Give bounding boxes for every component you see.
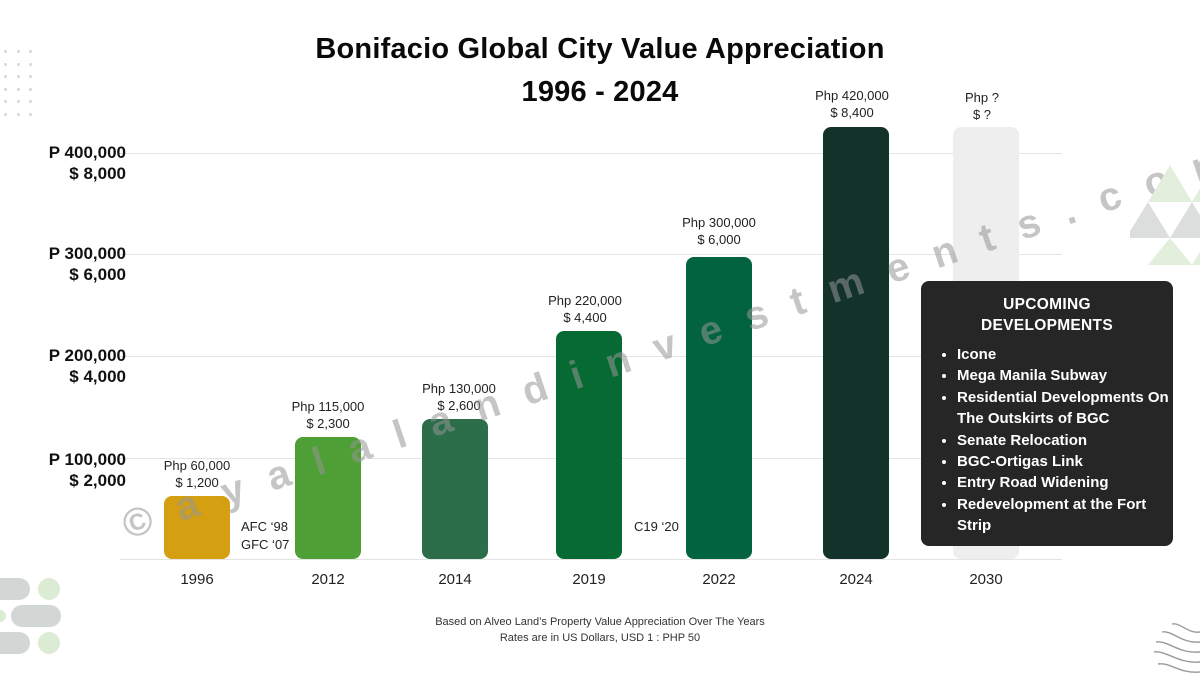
x-label-1996: 1996 — [180, 571, 214, 588]
value-usd: $ 8,400 — [830, 105, 874, 120]
value-usd: $ 1,200 — [175, 475, 219, 490]
chart-title: Bonifacio Global City Value Appreciation — [315, 33, 885, 65]
list-item: Mega Manila Subway — [957, 365, 1173, 386]
footnote-exchange-rate: Rates are in US Dollars, USD 1 : PHP 50 — [499, 632, 701, 644]
x-label-2012: 2012 — [311, 571, 345, 588]
panel-title: UPCOMING DEVELOPMENTS — [921, 294, 1173, 336]
chart-subtitle-years: 1996 - 2024 — [521, 76, 679, 108]
list-item: Residential Developments On The Outskirt… — [957, 387, 1173, 430]
y-tick-php: P 300,000 — [48, 244, 126, 263]
y-tick-200k: P 200,000 $ 4,000 — [49, 345, 126, 387]
y-tick-php: P 100,000 — [48, 450, 126, 469]
y-tick-usd: $ 8,000 — [69, 164, 126, 183]
developments-list: Icone Mega Manila Subway Residential Dev… — [921, 344, 1173, 537]
x-label-2024: 2024 — [839, 571, 873, 588]
footnote-source: Based on Alveo Land’s Property Value App… — [435, 616, 765, 628]
bar-2014 — [422, 419, 488, 559]
value-label-2012: Php 115,000 $ 2,300 — [258, 398, 398, 432]
value-php: Php 115,000 — [291, 399, 365, 414]
y-tick-300k: P 300,000 $ 6,000 — [49, 243, 126, 285]
panel-title-line1: UPCOMING — [1003, 296, 1091, 313]
y-tick-php: P 400,000 — [48, 143, 126, 162]
x-label-2030: 2030 — [969, 571, 1003, 588]
gridline-300k — [120, 254, 1062, 255]
decorative-waves-icon — [1153, 623, 1200, 673]
value-php: Php 60,000 — [163, 458, 231, 473]
list-item: Entry Road Widening — [957, 472, 1173, 493]
bar-1996 — [164, 496, 230, 559]
decorative-triangles-icon — [1130, 165, 1200, 265]
value-php: Php 420,000 — [815, 88, 889, 103]
bar-2024 — [823, 127, 889, 559]
value-php: Php 220,000 — [548, 293, 622, 308]
value-label-2024: Php 420,000 $ 8,400 — [782, 87, 922, 121]
y-tick-usd: $ 2,000 — [69, 471, 126, 490]
x-label-2014: 2014 — [438, 571, 472, 588]
list-item: BGC-Ortigas Link — [957, 451, 1173, 472]
event-annotation-c19: C19 ‘20 — [634, 519, 679, 534]
value-label-1996: Php 60,000 $ 1,200 — [127, 457, 267, 491]
value-label-2022: Php 300,000 $ 6,000 — [649, 214, 789, 248]
event-afc: AFC ‘98 — [241, 519, 288, 534]
list-item: Senate Relocation — [957, 430, 1173, 451]
decorative-pills-icon — [0, 578, 61, 654]
value-label-2030: Php ? $ ? — [912, 89, 1052, 123]
bar-2019 — [556, 331, 622, 559]
event-gfc: GFC ‘07 — [241, 537, 290, 552]
panel-title-line2: DEVELOPMENTS — [981, 317, 1113, 334]
list-item: Icone — [957, 344, 1173, 365]
y-tick-400k: P 400,000 $ 8,000 — [49, 142, 126, 184]
event-annotation-crises: AFC ‘98 GFC ‘07 — [241, 518, 289, 554]
value-php: Php 130,000 — [422, 381, 496, 396]
y-tick-usd: $ 4,000 — [69, 367, 126, 386]
y-tick-php: P 200,000 — [48, 346, 126, 365]
baseline — [120, 559, 1062, 560]
gridline-400k — [120, 153, 1062, 154]
x-label-2022: 2022 — [702, 571, 736, 588]
y-tick-100k: P 100,000 $ 2,000 — [49, 449, 126, 491]
bar-2012 — [295, 437, 361, 559]
value-usd: $ 2,300 — [306, 416, 350, 431]
value-usd: $ 2,600 — [437, 398, 481, 413]
bar-2022 — [686, 257, 752, 559]
value-usd: $ 6,000 — [697, 232, 741, 247]
value-label-2014: Php 130,000 $ 2,600 — [389, 380, 529, 414]
value-php: Php 300,000 — [682, 215, 756, 230]
value-php: Php ? — [965, 90, 999, 105]
y-tick-usd: $ 6,000 — [69, 265, 126, 284]
upcoming-developments-panel: UPCOMING DEVELOPMENTS Icone Mega Manila … — [921, 281, 1173, 546]
value-usd: $ ? — [972, 107, 992, 122]
value-label-2019: Php 220,000 $ 4,400 — [515, 292, 655, 326]
list-item: Redevelopment at the Fort Strip — [957, 494, 1173, 537]
value-usd: $ 4,400 — [563, 310, 607, 325]
x-label-2019: 2019 — [572, 571, 606, 588]
